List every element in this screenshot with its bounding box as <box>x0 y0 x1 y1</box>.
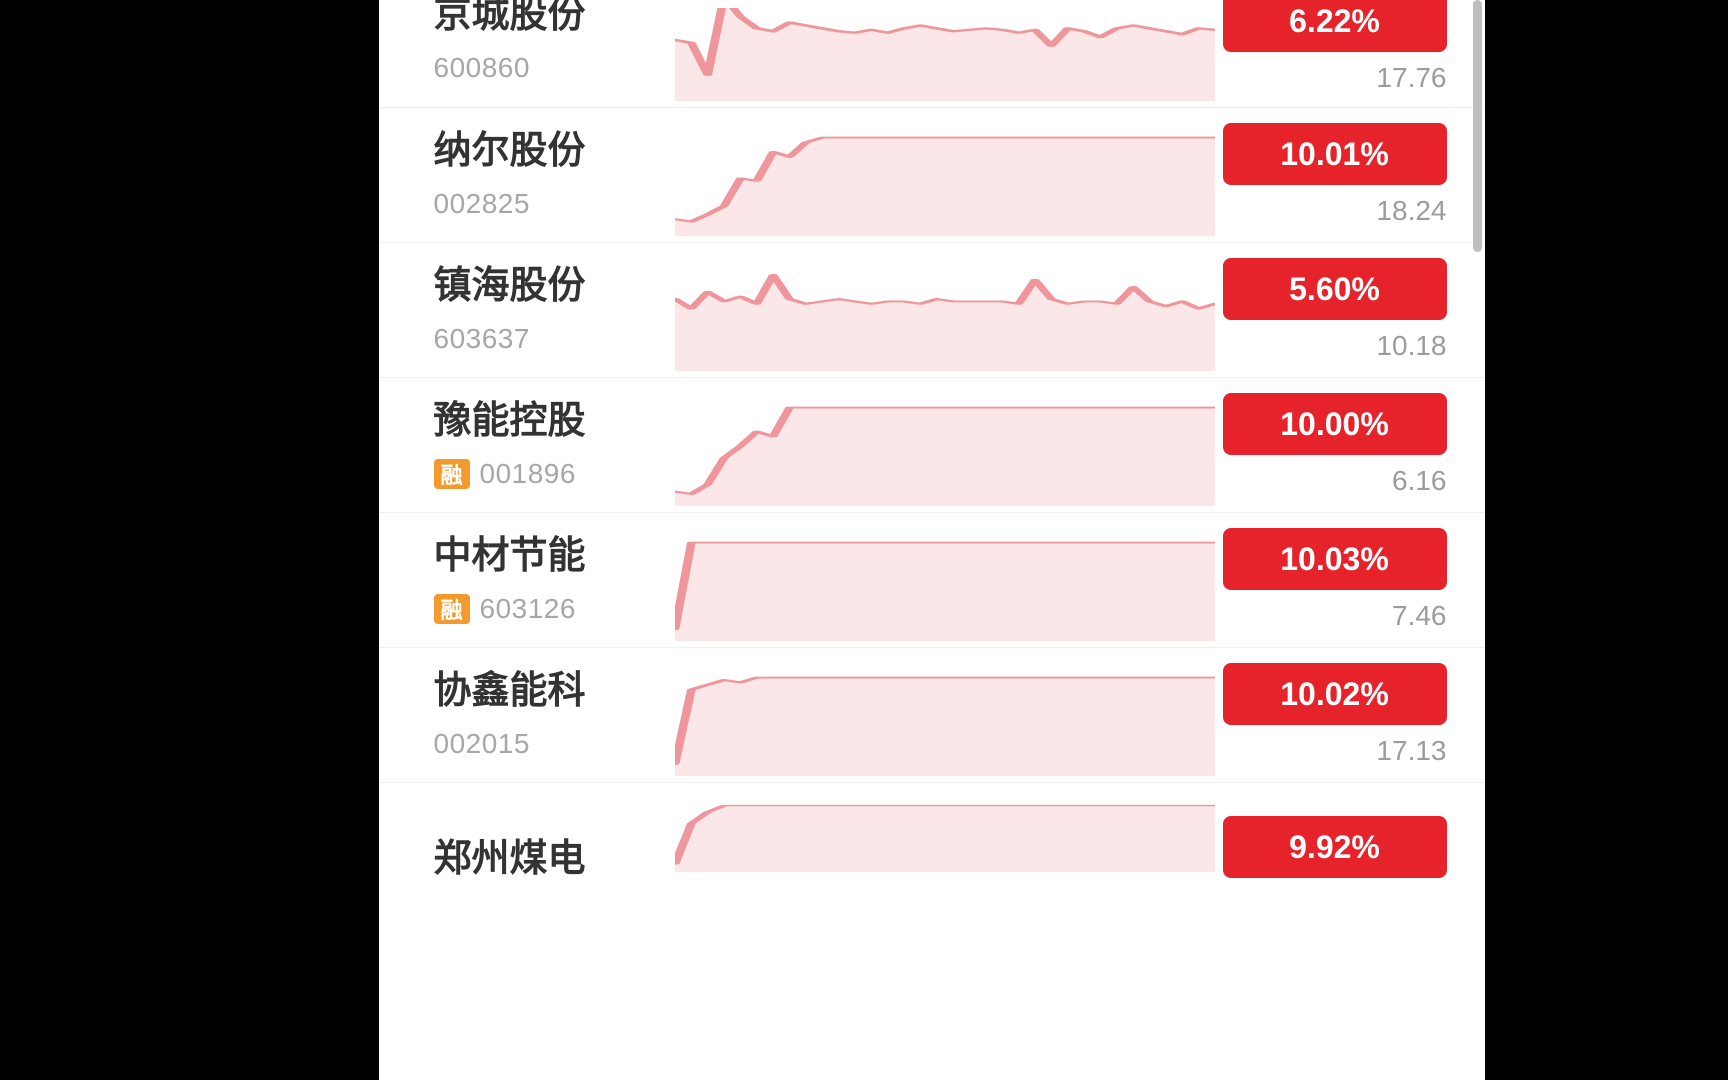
stock-row[interactable]: 郑州煤电 9.92% <box>379 783 1485 878</box>
change-percent-badge: 10.03% <box>1223 528 1447 590</box>
stock-name-column: 协鑫能科 002015 <box>379 648 675 782</box>
stock-change-column: 10.03% 7.46 <box>1215 513 1485 647</box>
change-percent-badge: 6.22% <box>1223 0 1447 52</box>
margin-trading-badge: 融 <box>434 594 470 624</box>
stock-row[interactable]: 京城股份 600860 6.22% 17.76 <box>379 0 1485 108</box>
stock-name-column: 镇海股份 603637 <box>379 243 675 377</box>
stock-code: 002825 <box>434 188 530 220</box>
stock-row[interactable]: 镇海股份 603637 5.60% 10.18 <box>379 243 1485 378</box>
stock-name-column: 豫能控股融 001896 <box>379 378 675 512</box>
stock-code: 603126 <box>480 593 576 625</box>
sparkline-chart <box>675 108 1215 242</box>
stock-code: 002015 <box>434 728 530 760</box>
change-percent-badge: 5.60% <box>1223 258 1447 320</box>
sparkline-chart <box>675 513 1215 647</box>
stock-name-column: 纳尔股份 002825 <box>379 108 675 242</box>
stock-name: 郑州煤电 <box>434 838 675 882</box>
stock-price: 17.13 <box>1376 735 1446 767</box>
stock-code-line: 融 001896 <box>434 458 675 490</box>
stock-code-line: 600860 <box>434 52 675 84</box>
stock-row[interactable]: 纳尔股份 002825 10.01% 18.24 <box>379 108 1485 243</box>
change-percent-badge: 10.01% <box>1223 123 1447 185</box>
stock-change-column: 5.60% 10.18 <box>1215 243 1485 377</box>
change-percent-badge: 10.02% <box>1223 663 1447 725</box>
sparkline-chart <box>675 783 1215 878</box>
stock-name: 京城股份 <box>434 0 675 38</box>
stock-code-line: 融 603126 <box>434 593 675 625</box>
stock-price: 18.24 <box>1376 195 1446 227</box>
scrollbar-thumb[interactable] <box>1473 0 1482 252</box>
stock-list[interactable]: 京城股份 600860 6.22% 17.76 纳尔股份 002825 10.01% 18… <box>379 0 1485 878</box>
stock-name-column: 郑州煤电 <box>379 783 675 878</box>
stock-row[interactable]: 豫能控股融 001896 10.00% 6.16 <box>379 378 1485 513</box>
stock-change-column: 9.92% <box>1215 783 1485 878</box>
stock-code: 603637 <box>434 323 530 355</box>
stock-change-column: 10.02% 17.13 <box>1215 648 1485 782</box>
stock-name: 中材节能 <box>434 535 675 579</box>
stock-change-column: 6.22% 17.76 <box>1215 0 1485 107</box>
stock-change-column: 10.00% 6.16 <box>1215 378 1485 512</box>
stock-row[interactable]: 协鑫能科 002015 10.02% 17.13 <box>379 648 1485 783</box>
stock-name: 豫能控股 <box>434 400 675 444</box>
stock-price: 6.16 <box>1392 465 1447 497</box>
stock-price: 10.18 <box>1376 330 1446 362</box>
stock-change-column: 10.01% 18.24 <box>1215 108 1485 242</box>
stock-price: 7.46 <box>1392 600 1447 632</box>
stock-name: 镇海股份 <box>434 265 675 309</box>
stock-name: 纳尔股份 <box>434 130 675 174</box>
letterbox-viewport: 京城股份 600860 6.22% 17.76 纳尔股份 002825 10.01% 18… <box>0 0 1728 1080</box>
stock-code-line: 002825 <box>434 188 675 220</box>
sparkline-chart <box>675 0 1215 107</box>
change-percent-badge: 9.92% <box>1223 816 1447 878</box>
sparkline-chart <box>675 243 1215 377</box>
sparkline-chart <box>675 378 1215 512</box>
sparkline-chart <box>675 648 1215 782</box>
stock-name-column: 中材节能融 603126 <box>379 513 675 647</box>
stock-list-app[interactable]: 京城股份 600860 6.22% 17.76 纳尔股份 002825 10.01% 18… <box>379 0 1485 1080</box>
stock-row[interactable]: 中材节能融 603126 10.03% 7.46 <box>379 513 1485 648</box>
stock-name: 协鑫能科 <box>434 670 675 714</box>
change-percent-badge: 10.00% <box>1223 393 1447 455</box>
stock-code: 001896 <box>480 458 576 490</box>
stock-price: 17.76 <box>1376 62 1446 94</box>
stock-code-line: 002015 <box>434 728 675 760</box>
stock-code-line: 603637 <box>434 323 675 355</box>
stock-name-column: 京城股份 600860 <box>379 0 675 107</box>
stock-code: 600860 <box>434 52 530 84</box>
margin-trading-badge: 融 <box>434 459 470 489</box>
